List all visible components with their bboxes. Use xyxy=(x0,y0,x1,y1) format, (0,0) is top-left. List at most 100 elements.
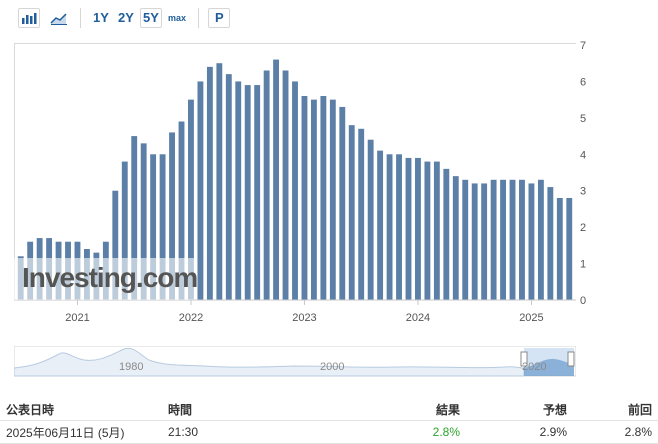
cell-previous: 2.8% xyxy=(573,420,658,444)
y-tick-label: 6 xyxy=(580,76,586,88)
bar-2023-08 xyxy=(367,139,374,300)
range-5y-button[interactable]: 5Y xyxy=(143,10,159,25)
bar-2023-01 xyxy=(301,96,308,300)
y-tick-label: 3 xyxy=(580,186,586,198)
table-header-row: 公表日時 時間 結果 予想 前回 xyxy=(0,398,658,421)
range-2y-button[interactable]: 2Y xyxy=(118,10,134,25)
y-axis: 0 1 2 3 4 5 6 7 xyxy=(580,40,586,307)
bar-2022-10 xyxy=(273,59,280,300)
bar-2025-01 xyxy=(528,183,535,300)
bar-2024-02 xyxy=(424,161,431,300)
bar-2022-06 xyxy=(235,81,242,301)
bar-2021-12 xyxy=(178,121,185,300)
p-button[interactable]: P xyxy=(215,10,224,25)
toolbar-separator xyxy=(198,8,199,28)
bar-2024-07 xyxy=(471,183,478,300)
bar-2024-01 xyxy=(415,157,421,300)
bar-2023-09 xyxy=(377,150,384,300)
header-forecast: 予想 xyxy=(466,398,573,421)
range-1y-button[interactable]: 1Y xyxy=(93,10,109,25)
table-row: 2025年06月11日 (5月) 21:30 2.8% 2.9% 2.8% xyxy=(0,420,658,444)
bar-2022-05 xyxy=(225,74,232,300)
bar-2023-06 xyxy=(348,125,355,300)
navigator-label-1980: 1980 xyxy=(119,361,144,373)
x-tick-label: 2024 xyxy=(406,312,430,324)
bar-chart-button[interactable] xyxy=(18,8,40,28)
area-chart-icon xyxy=(50,13,67,25)
cell-actual: 2.8% xyxy=(374,420,466,444)
x-axis: 2021 2022 2023 2024 2025 xyxy=(65,300,544,324)
bar-chart-icon xyxy=(22,13,37,24)
bar-2022-08 xyxy=(254,85,261,300)
y-tick-label: 1 xyxy=(580,259,586,271)
bar-2025-03 xyxy=(547,187,554,300)
bar-2025-05 xyxy=(566,198,573,300)
y-tick-label: 5 xyxy=(580,113,586,125)
range-max-button[interactable]: max xyxy=(168,13,187,23)
bar-2024-12 xyxy=(519,179,525,300)
bar-2022-12 xyxy=(292,81,298,301)
bar-2025-02 xyxy=(537,179,544,300)
x-tick-label: 2023 xyxy=(292,312,316,324)
bar-2024-10 xyxy=(500,179,506,300)
navigator-label-2020: 2020 xyxy=(522,361,547,373)
bar-2023-04 xyxy=(329,99,336,300)
bar-2023-10 xyxy=(386,154,393,300)
bar-2022-02 xyxy=(197,81,204,301)
toolbar-separator xyxy=(80,8,81,28)
bar-2023-07 xyxy=(358,128,365,300)
watermark-text: Investing.com xyxy=(22,262,198,294)
bar-2021-08 xyxy=(140,143,147,300)
bar-2021-05 xyxy=(112,190,119,300)
bar-2024-11 xyxy=(509,179,516,300)
cell-forecast: 2.9% xyxy=(466,420,573,444)
y-tick-label: 7 xyxy=(580,40,586,52)
chart-toolbar: 1Y 2Y 5Y max P xyxy=(0,0,658,36)
watermark-logo xyxy=(14,258,194,300)
x-tick-label: 2022 xyxy=(179,312,203,324)
y-tick-label: 0 xyxy=(580,295,586,307)
bar-2024-06 xyxy=(462,179,469,300)
bar-2022-03 xyxy=(206,66,213,300)
y-tick-label: 4 xyxy=(580,149,586,161)
chart-area xyxy=(14,43,576,300)
navigator-label-2000: 2000 xyxy=(320,361,345,373)
bar-2021-07 xyxy=(131,136,138,300)
navigator-overview xyxy=(13,345,577,377)
x-tick-label: 2025 xyxy=(519,312,543,324)
bar-2023-05 xyxy=(339,106,346,301)
area-chart-button[interactable] xyxy=(48,8,70,28)
bar-2024-03 xyxy=(433,161,440,300)
chart-navigator[interactable]: 1980 2000 2020 xyxy=(13,345,577,378)
bar-2023-11 xyxy=(396,154,402,300)
cell-date: 2025年06月11日 (5月) xyxy=(0,420,162,444)
bar-2023-12 xyxy=(405,157,412,300)
bar-2021-06 xyxy=(121,161,128,300)
p-button-frame[interactable] xyxy=(208,8,230,28)
bar-2025-04 xyxy=(556,198,563,300)
header-actual: 結果 xyxy=(374,398,466,421)
bar-2021-09 xyxy=(150,154,157,300)
bar-2024-04 xyxy=(443,168,450,300)
bar-2022-11 xyxy=(282,70,289,300)
bar-2024-09 xyxy=(490,179,497,300)
header-date: 公表日時 xyxy=(0,398,162,421)
cell-time: 21:30 xyxy=(162,420,374,444)
bar-2022-01 xyxy=(188,99,194,300)
bar-2021-10 xyxy=(159,154,166,300)
header-time: 時間 xyxy=(162,398,374,421)
range-5y-button-frame[interactable] xyxy=(140,8,162,28)
bar-2022-04 xyxy=(216,63,223,301)
bar-2022-07 xyxy=(244,85,251,300)
watermark-label: Investing.com xyxy=(22,262,198,293)
release-table: 公表日時 時間 結果 予想 前回 2025年06月11日 (5月) 21:30 … xyxy=(0,398,658,444)
bar-2021-11 xyxy=(169,132,175,300)
bar-2024-08 xyxy=(481,183,488,300)
y-tick-label: 2 xyxy=(580,222,586,234)
x-tick-label: 2021 xyxy=(65,312,89,324)
bar-2022-09 xyxy=(263,70,270,300)
bar-2023-02 xyxy=(310,99,317,300)
bar-2023-03 xyxy=(320,96,327,300)
bar-2024-05 xyxy=(452,176,459,300)
header-previous: 前回 xyxy=(573,398,658,421)
